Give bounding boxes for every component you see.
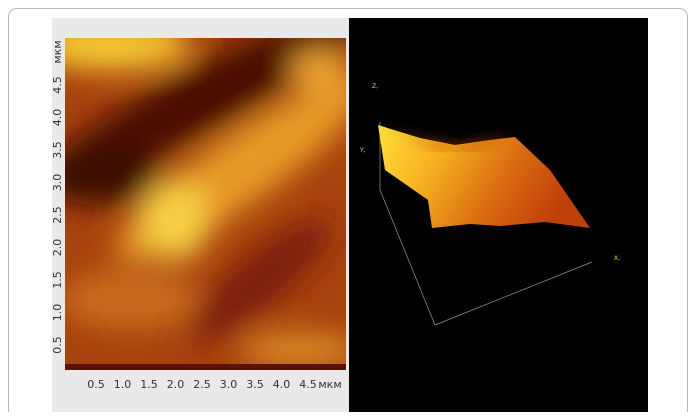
y-tick-label: 2.5	[51, 206, 64, 224]
y-tick-label: 2.0	[51, 239, 64, 257]
y-unit: мкм	[51, 40, 64, 63]
y-tick-label: 0.5	[51, 336, 64, 354]
x-tick-label: 3.0	[220, 378, 238, 391]
frame	[8, 8, 688, 416]
axis-label: X,	[614, 255, 620, 262]
axis-label: Z,	[372, 83, 378, 90]
axis-label: Y,	[359, 147, 366, 154]
3d-surface	[378, 125, 590, 228]
x-tick-label: 2.0	[167, 378, 185, 391]
x-tick-label: 2.5	[193, 378, 211, 391]
x-tick-label: 1.5	[140, 378, 158, 391]
surface-shading	[378, 125, 515, 150]
y-tick-label: 3.0	[51, 174, 64, 192]
x-tick-label: 0.5	[87, 378, 105, 391]
x-tick-label: 4.5	[299, 378, 317, 391]
y-tick-label: 1.0	[51, 304, 64, 322]
x-unit: мкм	[318, 378, 341, 391]
3d-axes	[379, 122, 593, 326]
x-tick-label: 3.5	[246, 378, 264, 391]
y-tick-label: 3.5	[51, 141, 64, 159]
y-tick-label: 4.5	[51, 76, 64, 94]
y-tick-label: 1.5	[51, 271, 64, 289]
y-tick-label: 4.0	[51, 109, 64, 127]
x-tick-label: 4.0	[273, 378, 291, 391]
x-tick-label: 1.0	[114, 378, 132, 391]
height-map	[65, 38, 346, 370]
